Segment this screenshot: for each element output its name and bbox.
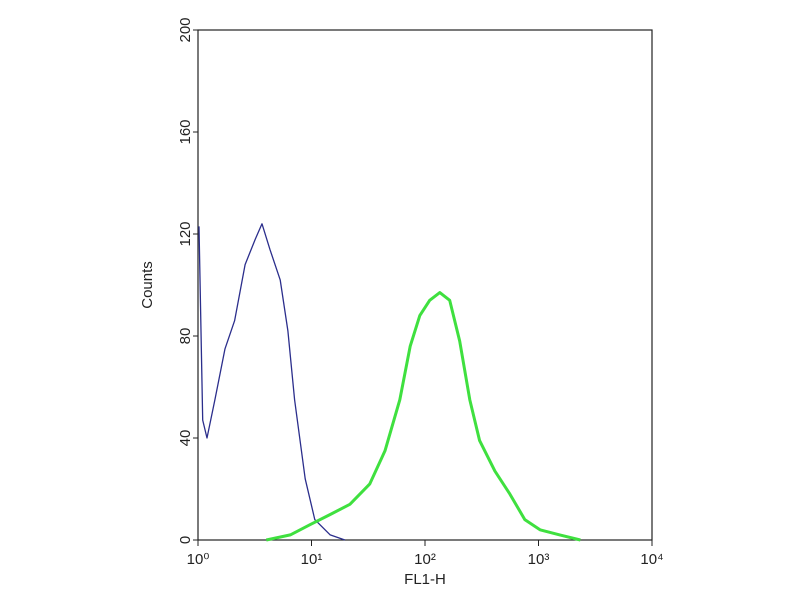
x-tick-label: 10²	[414, 551, 436, 568]
plot-frame	[197, 29, 653, 541]
y-tick-label: 80	[177, 328, 194, 345]
x-tick-label: 10⁴	[640, 551, 663, 568]
y-tick-label: 160	[177, 119, 194, 144]
y-tick-label: 0	[177, 536, 194, 544]
y-tick-label: 40	[177, 430, 194, 447]
y-axis-label: Counts	[139, 261, 156, 309]
x-tick-label: 10¹	[301, 551, 323, 568]
histogram-line	[265, 291, 581, 542]
histogram-line	[198, 223, 346, 541]
x-tick-label: 10³	[528, 551, 550, 568]
y-tick-label: 120	[177, 221, 194, 246]
x-tick-label: 10⁰	[187, 551, 210, 568]
y-tick-label: 200	[177, 17, 194, 42]
x-axis-label: FL1-H	[404, 571, 446, 588]
